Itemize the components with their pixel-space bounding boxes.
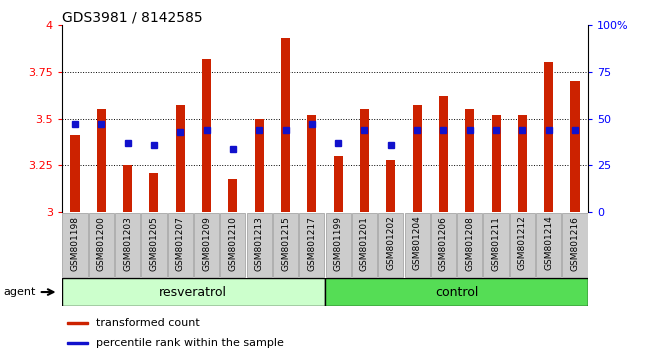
Bar [413, 105, 422, 212]
FancyBboxPatch shape [62, 278, 325, 306]
Bar [307, 115, 317, 212]
Text: GSM801214: GSM801214 [544, 216, 553, 270]
FancyBboxPatch shape [273, 213, 298, 277]
Text: GSM801204: GSM801204 [413, 216, 422, 270]
Text: GSM801203: GSM801203 [123, 216, 132, 270]
FancyBboxPatch shape [404, 213, 430, 277]
Text: GSM801202: GSM801202 [386, 216, 395, 270]
Bar [386, 160, 395, 212]
Text: resveratrol: resveratrol [159, 286, 228, 298]
Text: GSM801201: GSM801201 [360, 216, 369, 270]
Bar [67, 322, 88, 324]
Bar [70, 136, 79, 212]
Text: GSM801217: GSM801217 [307, 216, 317, 270]
Text: percentile rank within the sample: percentile rank within the sample [96, 338, 284, 348]
FancyBboxPatch shape [299, 213, 324, 277]
FancyBboxPatch shape [378, 213, 404, 277]
Text: GSM801207: GSM801207 [176, 216, 185, 270]
Bar [202, 58, 211, 212]
FancyBboxPatch shape [325, 278, 588, 306]
Text: agent: agent [3, 287, 36, 297]
FancyBboxPatch shape [115, 213, 140, 277]
Text: GSM801200: GSM801200 [97, 216, 106, 270]
Text: GSM801206: GSM801206 [439, 216, 448, 270]
FancyBboxPatch shape [484, 213, 509, 277]
FancyBboxPatch shape [62, 213, 88, 277]
Text: GDS3981 / 8142585: GDS3981 / 8142585 [62, 11, 202, 25]
FancyBboxPatch shape [431, 213, 456, 277]
Bar [67, 342, 88, 344]
Text: GSM801212: GSM801212 [518, 216, 527, 270]
FancyBboxPatch shape [562, 213, 588, 277]
Bar [571, 81, 580, 212]
FancyBboxPatch shape [88, 213, 114, 277]
FancyBboxPatch shape [536, 213, 562, 277]
Bar [544, 62, 553, 212]
FancyBboxPatch shape [141, 213, 166, 277]
Bar [360, 109, 369, 212]
FancyBboxPatch shape [168, 213, 193, 277]
Text: GSM801210: GSM801210 [228, 216, 237, 270]
FancyBboxPatch shape [220, 213, 246, 277]
Text: GSM801216: GSM801216 [571, 216, 580, 270]
Bar [123, 165, 132, 212]
Bar [333, 156, 343, 212]
FancyBboxPatch shape [194, 213, 219, 277]
Text: GSM801213: GSM801213 [255, 216, 264, 270]
Bar [518, 115, 527, 212]
Text: GSM801208: GSM801208 [465, 216, 474, 270]
Text: control: control [435, 286, 478, 298]
FancyBboxPatch shape [246, 213, 272, 277]
Bar [491, 115, 500, 212]
Text: transformed count: transformed count [96, 318, 200, 328]
FancyBboxPatch shape [326, 213, 351, 277]
FancyBboxPatch shape [352, 213, 377, 277]
Text: GSM801198: GSM801198 [70, 216, 79, 271]
Bar [465, 109, 474, 212]
Bar [255, 119, 264, 212]
Text: GSM801215: GSM801215 [281, 216, 290, 270]
Bar [228, 179, 237, 212]
Bar [97, 109, 106, 212]
Bar [439, 96, 448, 212]
FancyBboxPatch shape [510, 213, 535, 277]
FancyBboxPatch shape [457, 213, 482, 277]
Text: GSM801211: GSM801211 [491, 216, 500, 270]
Bar [176, 105, 185, 212]
Text: GSM801205: GSM801205 [150, 216, 159, 270]
Bar [150, 173, 159, 212]
Text: GSM801199: GSM801199 [333, 216, 343, 271]
Text: GSM801209: GSM801209 [202, 216, 211, 270]
Bar [281, 38, 290, 212]
